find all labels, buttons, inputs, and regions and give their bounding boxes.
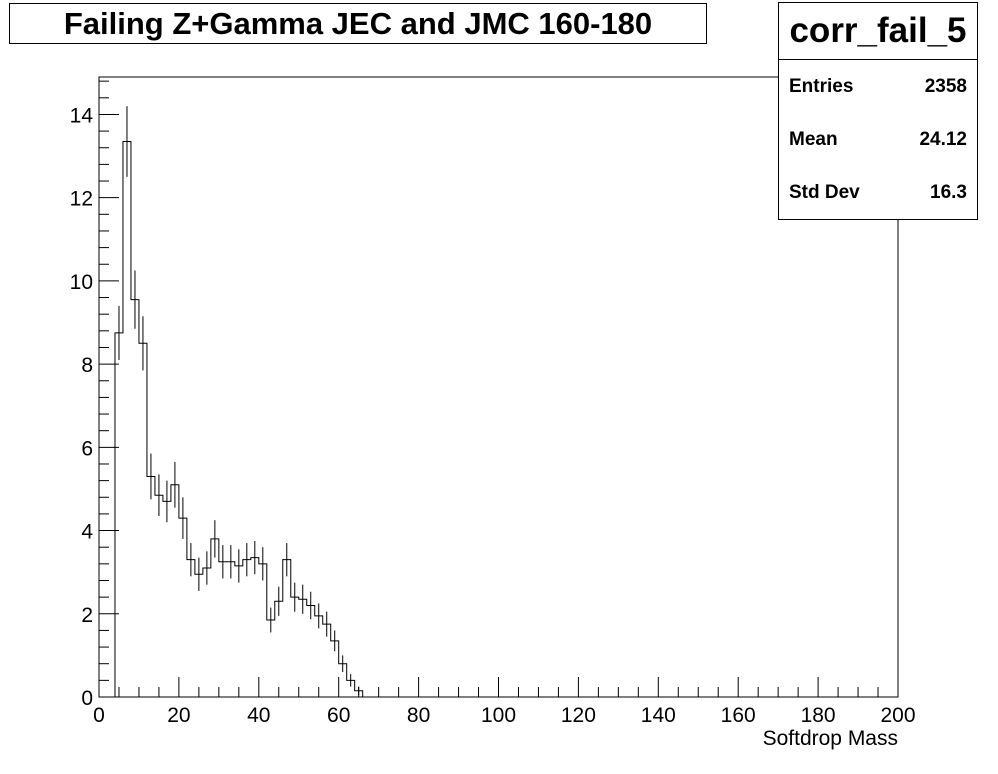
x-tick-label: 160 [721, 704, 756, 727]
x-tick-label: 0 [93, 704, 105, 727]
x-tick-label: 120 [561, 704, 596, 727]
stats-entries-value: 2358 [924, 75, 967, 97]
y-tick-label: 0 [81, 687, 93, 710]
x-tick-label: 180 [801, 704, 836, 727]
y-tick-label: 10 [70, 271, 93, 294]
y-tick-label: 6 [81, 437, 93, 460]
stats-entries-row: Entries 2358 [779, 60, 977, 113]
x-tick-label: 80 [407, 704, 430, 727]
stats-stddev-row: Std Dev 16.3 [779, 166, 977, 219]
axes: 0 20 40 60 80 100 120 140 160 180 200 0 2 4 6 8 10 12 14 [70, 80, 916, 727]
x-tick-label: 140 [641, 704, 676, 727]
x-tick-label: 40 [247, 704, 270, 727]
stats-stddev-label: Std Dev [789, 181, 860, 203]
stats-histogram-name: corr_fail_5 [779, 3, 977, 60]
histogram-marks [114, 106, 364, 697]
x-axis-label: Softdrop Mass [762, 727, 898, 750]
stats-box: corr_fail_5 Entries 2358 Mean 24.12 Std … [778, 2, 978, 220]
x-tick-label: 60 [327, 704, 350, 727]
stats-mean-value: 24.12 [919, 128, 967, 150]
stats-entries-label: Entries [789, 75, 854, 97]
y-tick-label: 4 [81, 521, 93, 544]
stats-mean-row: Mean 24.12 [779, 113, 977, 166]
x-tick-label: 100 [481, 704, 516, 727]
stats-mean-label: Mean [789, 128, 838, 150]
x-tick-label: 20 [167, 704, 190, 727]
y-tick-label: 12 [70, 188, 93, 211]
x-tick-label: 200 [880, 704, 915, 727]
histogram-outline [114, 140, 364, 697]
y-tick-label: 2 [81, 604, 93, 627]
y-tick-label: 14 [70, 104, 94, 127]
chart-title: Failing Z+Gamma JEC and JMC 160-180 [9, 3, 707, 44]
y-tick-label: 8 [81, 354, 93, 377]
stats-stddev-value: 16.3 [930, 181, 967, 203]
